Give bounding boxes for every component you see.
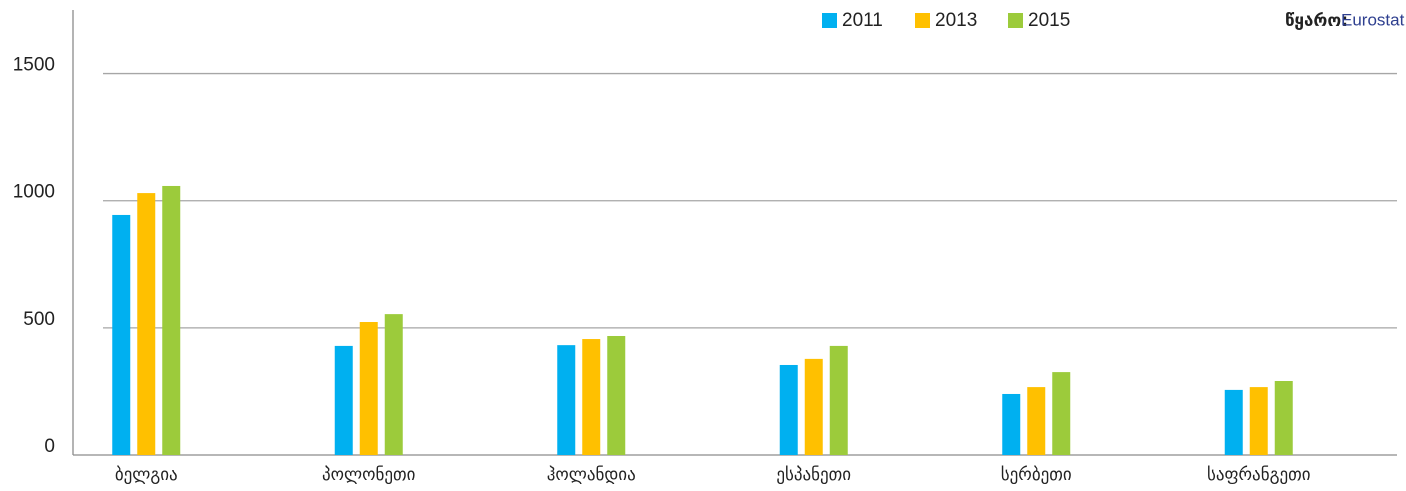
x-tick-label: ჰოლანდია: [547, 465, 636, 485]
bar: [1002, 393, 1021, 455]
x-tick-label: ესპანეთი: [776, 465, 851, 485]
source: Eurostat: [1341, 10, 1405, 29]
bar: [359, 322, 378, 455]
bar: [557, 345, 576, 455]
bar: [1027, 387, 1046, 455]
source-label: წყარო:: [1285, 11, 1348, 31]
bar: [779, 364, 798, 455]
legend-swatch: [915, 13, 930, 28]
bar: [112, 214, 131, 455]
legend-label: 2011: [842, 10, 883, 31]
x-tick-label: ბელგია: [115, 465, 178, 485]
x-tick-label: საფრანგეთი: [1207, 465, 1311, 485]
bar: [1249, 387, 1268, 455]
x-tick-label: სერბეთი: [1001, 465, 1072, 485]
bar: [829, 345, 848, 455]
legend-label: 2013: [935, 10, 977, 31]
y-tick-label: 500: [23, 309, 55, 330]
legend-swatch: [1008, 13, 1023, 28]
bar: [582, 339, 601, 455]
bar: [607, 335, 626, 455]
bar: [1274, 381, 1293, 455]
bar: [384, 314, 403, 455]
bar: [1052, 372, 1071, 455]
bar: [1224, 389, 1243, 455]
legend-swatch: [822, 13, 837, 28]
y-tick-label: 1000: [13, 182, 55, 203]
bar: [162, 185, 181, 456]
bar: [137, 193, 156, 456]
bar: [334, 345, 353, 455]
bar: [804, 358, 823, 455]
y-tick-label: 0: [44, 436, 55, 457]
legend-label: 2015: [1028, 10, 1070, 31]
x-tick-label: პოლონეთი: [322, 465, 415, 485]
y-tick-label: 1500: [13, 55, 55, 76]
